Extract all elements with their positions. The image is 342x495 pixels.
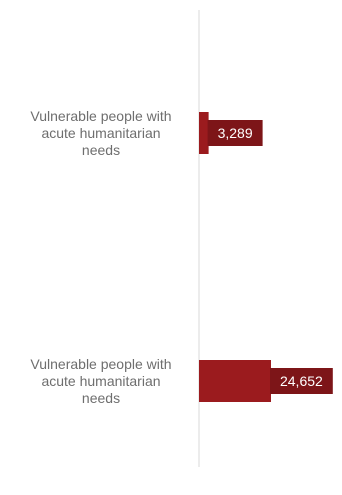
- value-label-box-2: [270, 368, 333, 394]
- value-label-box-1: [207, 120, 263, 146]
- value-label-2: 24,652: [280, 373, 323, 389]
- value-label-1: 3,289: [218, 125, 253, 141]
- bars-layer: 3,289 Vulnerable people with acute humanit…: [30, 108, 333, 406]
- bar-2: [199, 360, 271, 402]
- category-label-1: Vulnerable people with acute humanitarian…: [30, 108, 171, 158]
- bar-1: [199, 112, 209, 154]
- category-label-2: Vulnerable people with acute humanitarian…: [30, 356, 171, 406]
